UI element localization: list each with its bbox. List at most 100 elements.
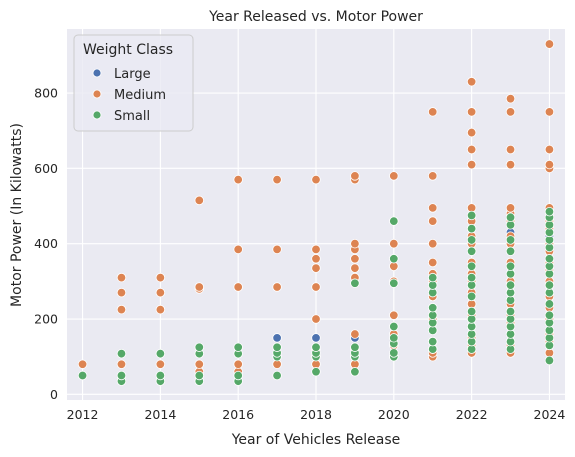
data-point — [389, 238, 399, 249]
data-point — [466, 107, 477, 117]
data-point — [77, 359, 88, 369]
data-point — [544, 280, 555, 290]
data-point — [77, 370, 88, 381]
legend-marker-medium — [92, 89, 102, 99]
data-point — [428, 257, 438, 268]
series-small — [77, 206, 555, 386]
data-point — [233, 244, 243, 255]
data-point — [233, 370, 243, 381]
y-tick-labels: 0 200 400 600 800 — [34, 86, 58, 402]
data-point — [155, 272, 166, 283]
data-point — [194, 282, 204, 292]
data-point — [505, 212, 516, 223]
data-point — [350, 278, 360, 288]
data-point — [350, 263, 360, 273]
x-tick-label: 2024 — [534, 407, 566, 422]
data-point — [466, 223, 477, 234]
data-point — [544, 206, 555, 217]
data-point — [428, 336, 438, 347]
x-tick-label: 2014 — [144, 407, 176, 422]
data-point — [155, 370, 166, 381]
data-point — [272, 333, 282, 343]
legend-label-medium: Medium — [114, 88, 166, 103]
chart-title: Year Released vs. Motor Power — [208, 9, 423, 25]
data-point — [350, 342, 360, 352]
legend-marker-small — [92, 110, 102, 120]
data-point — [544, 144, 555, 155]
data-point — [311, 244, 321, 255]
x-tick-label: 2020 — [378, 407, 410, 422]
data-point — [505, 280, 516, 290]
data-point — [466, 144, 477, 155]
x-tick-label: 2012 — [67, 407, 99, 422]
data-point — [389, 333, 399, 343]
y-axis-label: Motor Power (In Kilowatts) — [9, 123, 25, 307]
data-point — [389, 321, 399, 332]
data-point — [505, 261, 516, 271]
data-point — [466, 261, 477, 271]
data-point — [428, 171, 438, 181]
legend-label-large: Large — [114, 67, 151, 82]
data-point — [233, 174, 243, 185]
data-point — [428, 216, 438, 226]
data-point — [428, 272, 438, 283]
data-point — [311, 174, 321, 185]
data-point — [466, 291, 477, 302]
data-point — [389, 254, 399, 264]
data-point — [272, 174, 282, 185]
data-points — [77, 39, 555, 386]
data-point — [350, 238, 360, 249]
data-point — [233, 359, 243, 369]
data-point — [428, 303, 438, 313]
data-point — [544, 107, 555, 117]
data-point — [389, 171, 399, 181]
data-point — [155, 304, 166, 315]
data-point — [116, 370, 127, 381]
y-tick-label: 800 — [34, 86, 58, 101]
data-point — [505, 159, 516, 170]
data-point — [155, 348, 166, 359]
data-point — [272, 370, 282, 381]
data-point — [350, 329, 360, 339]
legend: Weight Class Large Medium Small — [73, 34, 194, 132]
data-point — [428, 238, 438, 249]
data-point — [466, 77, 477, 87]
x-tick-label: 2018 — [300, 407, 332, 422]
data-point — [311, 367, 321, 377]
data-point — [389, 310, 399, 320]
data-point — [311, 282, 321, 292]
data-point — [505, 246, 516, 256]
data-point — [389, 278, 399, 288]
data-point — [116, 272, 127, 283]
legend-title: Weight Class — [83, 42, 173, 58]
data-point — [311, 263, 321, 273]
data-point — [505, 144, 516, 155]
legend-box — [73, 34, 194, 132]
data-point — [116, 348, 127, 359]
data-point — [194, 195, 204, 206]
data-point — [272, 282, 282, 292]
data-point — [155, 287, 166, 298]
data-point — [311, 314, 321, 324]
data-point — [466, 246, 477, 256]
data-point — [466, 127, 477, 138]
data-point — [116, 287, 127, 298]
x-axis-label: Year of Vehicles Release — [231, 432, 401, 448]
data-point — [389, 216, 399, 226]
data-point — [544, 299, 555, 309]
x-tick-label: 2022 — [456, 407, 488, 422]
data-point — [544, 39, 555, 49]
data-point — [466, 159, 477, 170]
data-point — [194, 342, 204, 352]
data-point — [116, 359, 127, 369]
data-point — [116, 304, 127, 315]
grid — [67, 29, 565, 400]
data-point — [505, 235, 516, 245]
data-point — [428, 107, 438, 117]
data-point — [194, 359, 204, 369]
x-tick-label: 2016 — [222, 407, 254, 422]
data-point — [466, 210, 477, 221]
data-point — [505, 93, 516, 104]
data-point — [466, 272, 477, 283]
data-point — [428, 203, 438, 213]
